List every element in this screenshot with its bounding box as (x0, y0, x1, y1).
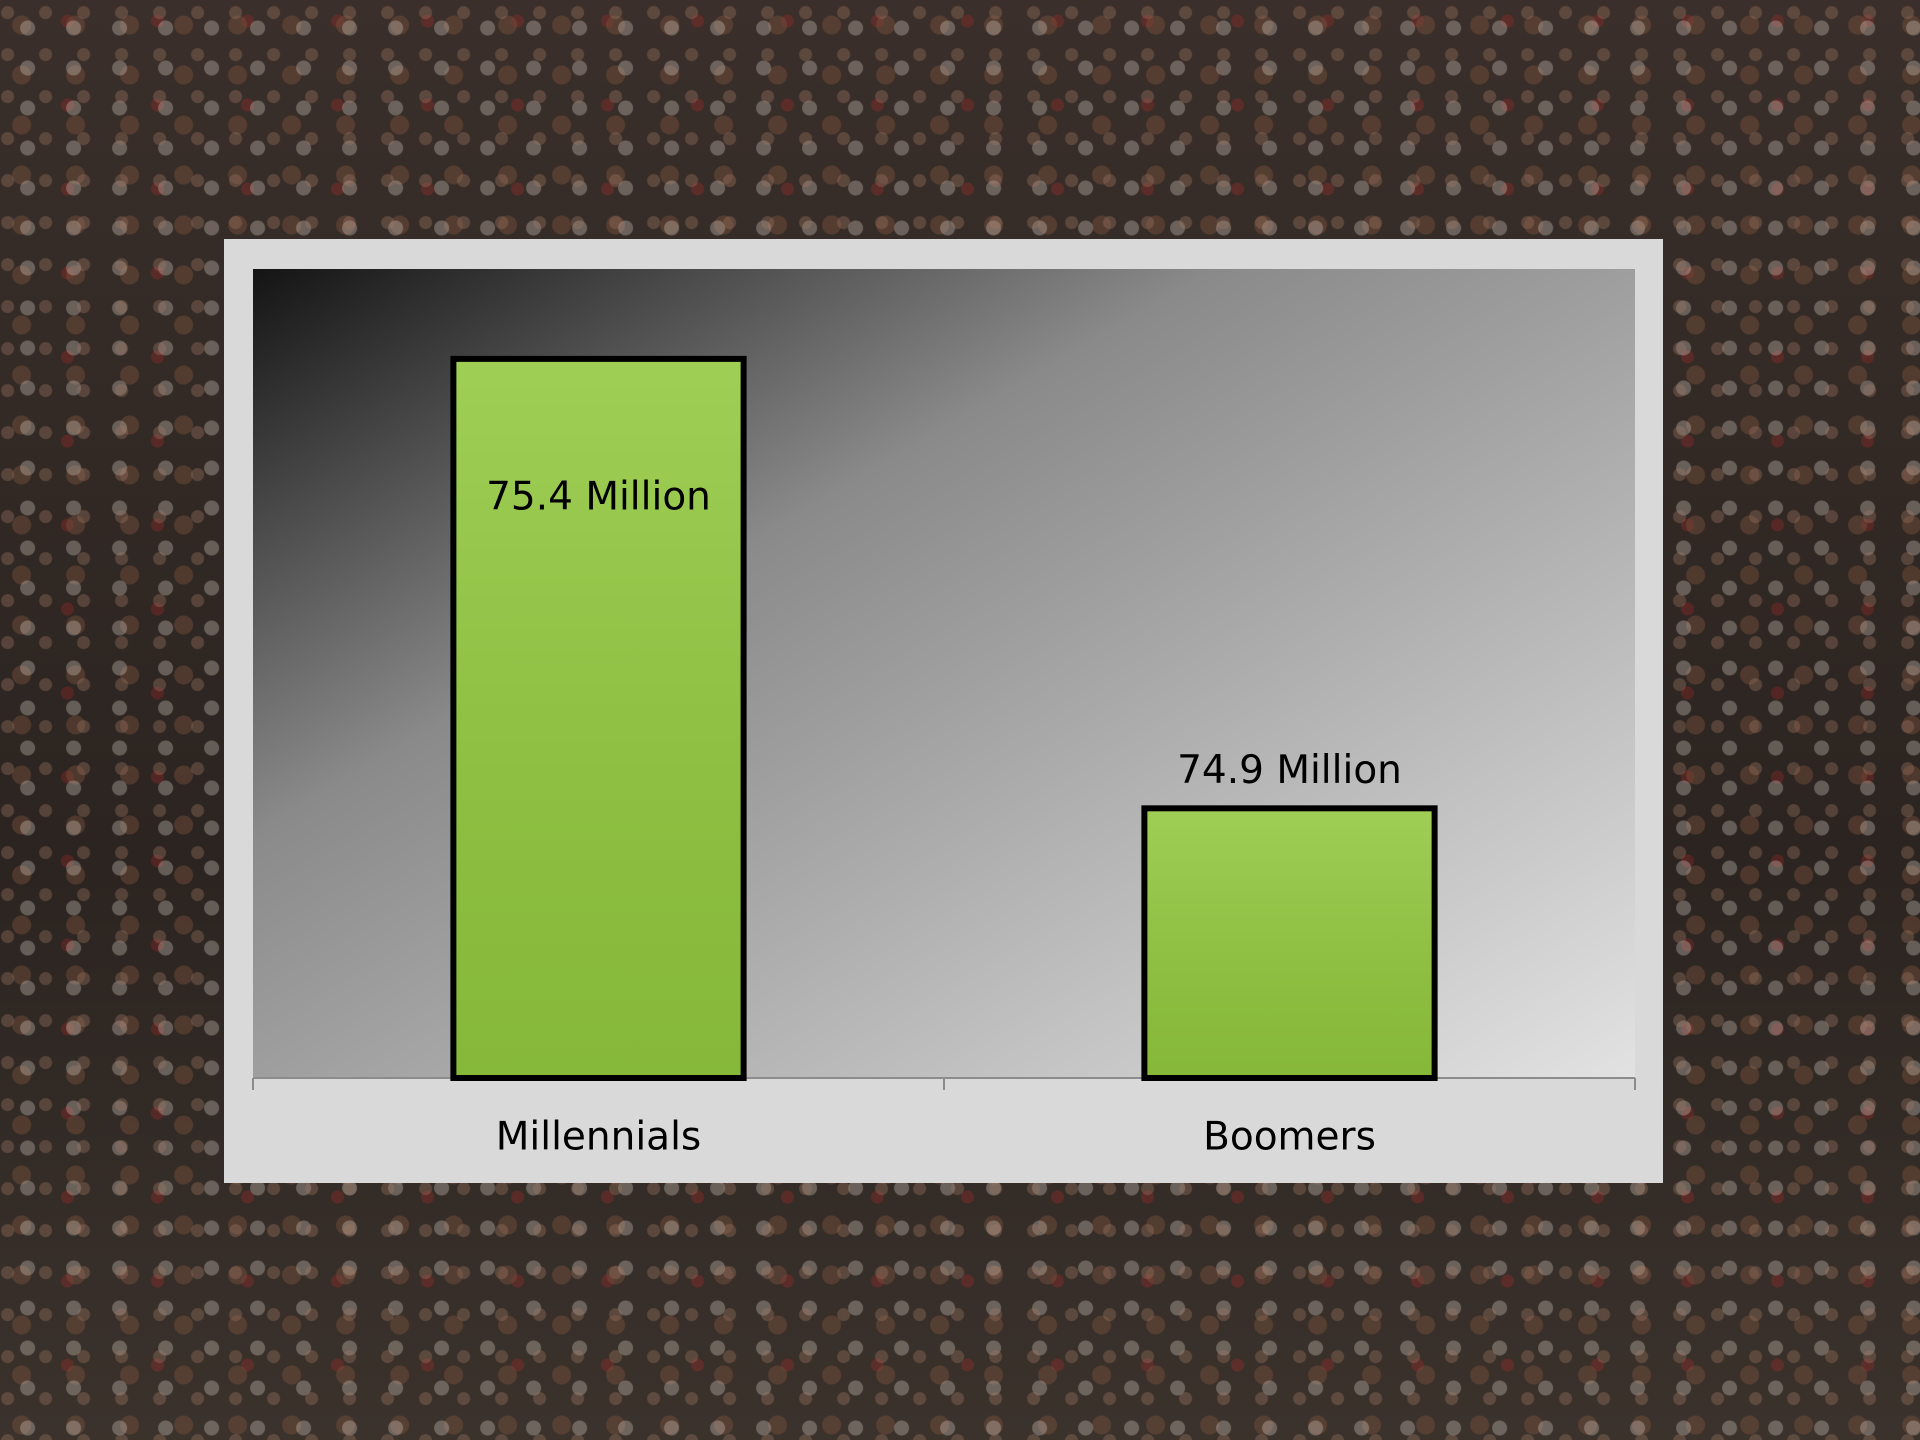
value-label: 75.4 Million (486, 474, 711, 519)
bar-shade (456, 361, 741, 1075)
value-label: 74.9 Million (1177, 748, 1402, 793)
x-tick-label: Millennials (496, 1115, 701, 1160)
x-tick-label: Boomers (1203, 1115, 1376, 1160)
bar-shade (1147, 811, 1432, 1075)
